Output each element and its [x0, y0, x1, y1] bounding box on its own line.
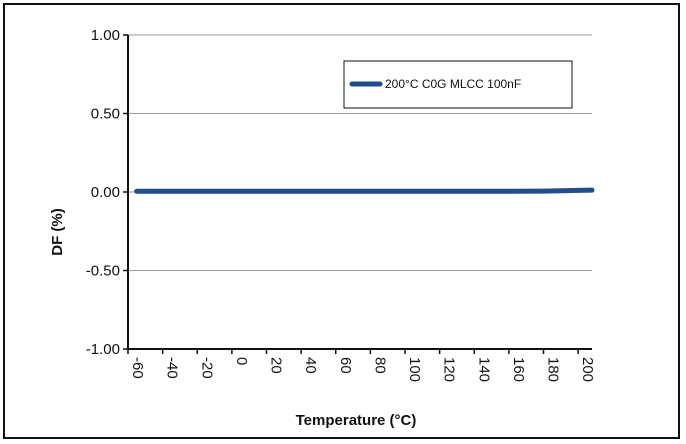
- x-tick-label: 60: [337, 357, 354, 374]
- y-tick-label: 0.50: [91, 106, 120, 123]
- y-tick-label: -1.00: [86, 341, 120, 358]
- x-tick-label: 180: [545, 357, 562, 382]
- x-tick-label: -20: [198, 357, 215, 379]
- x-axis-title: Temperature (°C): [296, 412, 417, 429]
- x-tick-label: -40: [164, 357, 181, 379]
- y-axis-title: DF (%): [49, 208, 66, 256]
- series-layer: [134, 187, 595, 194]
- y-tick-label: 1.00: [91, 27, 120, 44]
- y-axis-ticks: 1.00 0.50 0.00 -0.50 -1.00: [86, 27, 128, 358]
- legend-label: 200°C C0G MLCC 100nF: [385, 77, 521, 91]
- x-tick-label: 120: [441, 357, 458, 382]
- x-tick-label: 160: [510, 357, 527, 382]
- series-line: [134, 187, 595, 194]
- x-tick-label: 40: [302, 357, 319, 374]
- x-tick-label: 100: [406, 357, 423, 382]
- x-tick-label: 140: [475, 357, 492, 382]
- x-tick-label: -60: [129, 357, 146, 379]
- x-tick-label: 80: [371, 357, 388, 374]
- y-tick-label: -0.50: [86, 263, 120, 280]
- x-tick-label: 0: [233, 357, 250, 365]
- y-tick-label: 0.00: [91, 184, 120, 201]
- legend: 200°C C0G MLCC 100nF: [343, 60, 573, 109]
- x-tick-label: 20: [268, 357, 285, 374]
- x-axis-ticks: -60 -40 -20 0 20 40 60 80 100 120 140 160 180 200: [127, 349, 596, 382]
- x-tick-label: 200: [579, 357, 596, 382]
